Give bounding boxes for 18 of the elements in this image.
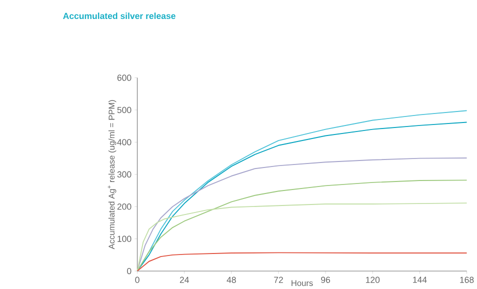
y-tick-label: 0 xyxy=(127,268,132,274)
x-tick-label: 144 xyxy=(413,276,427,283)
y-tick-label: 500 xyxy=(117,106,132,114)
y-axis-title: Accumulated Ag$^{+}$ release (ug/ml = PPM) xyxy=(108,100,116,250)
y-tick-label: 100 xyxy=(118,236,132,242)
x-tick-label: 168 xyxy=(460,276,474,283)
x-tick-label: 0 xyxy=(135,276,140,283)
x-axis-title: Hours xyxy=(292,280,313,286)
x-tick-label: 96 xyxy=(321,276,330,283)
y-tick-label: 600 xyxy=(117,74,132,81)
y-tick-label: 400 xyxy=(117,139,132,146)
x-tick-label: 120 xyxy=(366,276,380,283)
x-tick-label: 72 xyxy=(274,276,283,283)
y-tick-label: 200 xyxy=(117,204,132,210)
x-tick-label: 48 xyxy=(226,276,236,283)
y-tick-label: 300 xyxy=(117,171,132,178)
x-tick-label: 24 xyxy=(180,276,189,283)
chart-title: Accumulated silver release xyxy=(63,12,176,20)
